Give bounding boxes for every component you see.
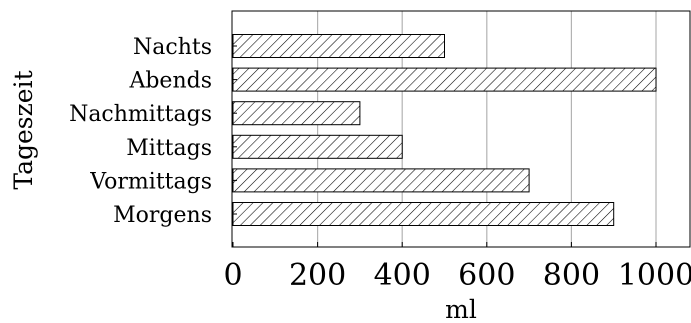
plot-frame [231, 10, 691, 248]
x-tick-label: 0 [223, 258, 242, 293]
y-axis-title: Tageszeit [9, 70, 38, 189]
bar-vormittags [232, 168, 530, 193]
y-tick-label: Abends [128, 69, 212, 94]
bar-abends [232, 67, 657, 92]
y-tick-label: Nachmittags [69, 102, 212, 127]
x-axis-title: ml [445, 295, 477, 323]
x-tick-label: 800 [543, 258, 600, 293]
bar-morgens [232, 202, 615, 226]
x-tick-label: 400 [374, 258, 431, 293]
bar-nachts [232, 34, 445, 58]
x-tick-label: 600 [458, 258, 515, 293]
y-tick-label: Vormittags [89, 169, 212, 194]
y-tick-label: Mittags [126, 136, 212, 161]
bar-nachmittags [232, 101, 361, 126]
y-axis-category-labels: Morgens Vormittags Mittags Nachmittags Abend… [69, 35, 237, 228]
x-tick-label: 200 [289, 258, 346, 293]
x-tick-label: 1000 [618, 258, 691, 293]
bar-mittags [232, 134, 403, 159]
bars [232, 34, 657, 226]
x-axis-ticks: 0 200 400 600 800 1000 [223, 242, 691, 293]
y-tick-label: Morgens [113, 203, 212, 228]
y-tick-label: Nachts [133, 35, 212, 60]
